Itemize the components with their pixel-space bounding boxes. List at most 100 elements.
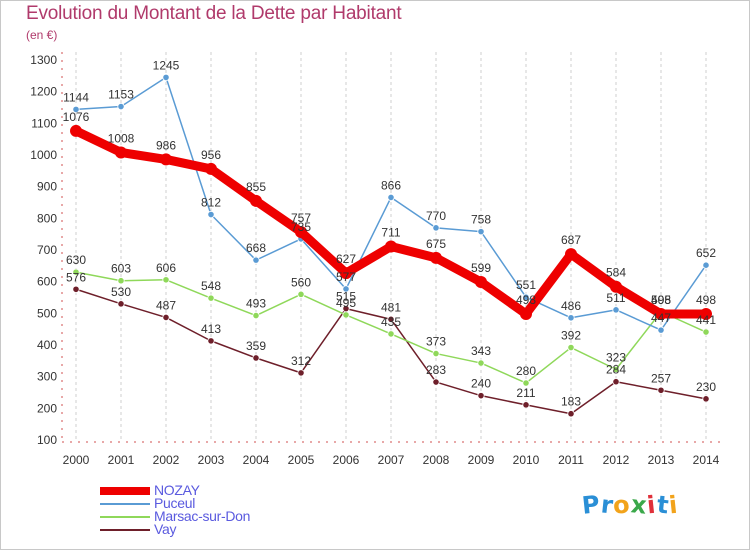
data-point-marsac-sur-don-2014 <box>702 328 710 336</box>
data-label-vay-2011: 183 <box>561 395 581 409</box>
data-point-vay-2007 <box>387 315 395 323</box>
data-label-nozay-2004: 855 <box>246 180 266 194</box>
data-point-vay-2004 <box>252 354 260 362</box>
data-point-marsac-sur-don-2000 <box>72 268 80 276</box>
data-point-marsac-sur-don-2011 <box>567 343 575 352</box>
data-label-vay-2000: 576 <box>66 270 86 284</box>
data-point-marsac-sur-don-2009 <box>477 359 485 367</box>
data-label-marsac-sur-don-2002: 606 <box>156 261 176 275</box>
x-tick-label-2009: 2009 <box>468 453 495 467</box>
chart-title: Evolution du Montant de la Dette par Hab… <box>26 3 402 24</box>
y-tick-label-500: 500 <box>37 306 57 320</box>
data-point-marsac-sur-don-2006 <box>342 311 350 319</box>
data-label-puceul-2011: 486 <box>561 299 581 313</box>
data-label-puceul-2010: 551 <box>516 278 536 292</box>
data-point-puceul-2006 <box>342 285 350 293</box>
data-point-marsac-sur-don-2002 <box>162 276 170 284</box>
data-label-nozay-2003: 956 <box>201 148 221 162</box>
data-point-puceul-2003 <box>207 210 215 219</box>
data-point-vay-2002 <box>162 313 170 322</box>
data-point-puceul-2009 <box>477 228 485 236</box>
data-point-nozay-2013 <box>655 307 667 320</box>
proxiti-logo: Proxiti <box>581 490 680 520</box>
data-point-nozay-2010 <box>520 307 532 320</box>
data-point-puceul-2008 <box>432 224 440 232</box>
chart-unit-label: (en €) <box>26 28 58 42</box>
y-tick-label-1300: 1300 <box>30 53 57 67</box>
data-label-puceul-2013: 447 <box>651 311 671 325</box>
data-point-marsac-sur-don-2004 <box>252 311 260 320</box>
data-label-marsac-sur-don-2001: 603 <box>111 262 131 276</box>
x-tick-label-2010: 2010 <box>513 453 540 467</box>
data-label-marsac-sur-don-2003: 548 <box>201 279 221 293</box>
data-point-nozay-2012 <box>610 280 622 293</box>
data-point-nozay-2007 <box>385 240 397 253</box>
data-point-puceul-2012 <box>612 306 620 314</box>
data-point-puceul-2000 <box>72 105 80 114</box>
y-tick-label-100: 100 <box>37 433 57 447</box>
data-label-marsac-sur-don-2000: 630 <box>66 253 86 267</box>
data-label-marsac-sur-don-2007: 435 <box>381 315 401 329</box>
data-point-puceul-2002 <box>162 73 170 82</box>
data-point-puceul-2001 <box>117 102 125 111</box>
legend-swatch <box>100 503 150 505</box>
y-tick-label-700: 700 <box>37 243 57 257</box>
data-point-nozay-2009 <box>475 275 487 288</box>
data-label-vay-2014: 230 <box>696 380 716 394</box>
data-point-vay-2014 <box>702 395 710 403</box>
data-label-vay-2010: 211 <box>516 386 535 400</box>
data-point-puceul-2013 <box>657 326 665 334</box>
data-label-puceul-2005: 735 <box>291 220 311 234</box>
data-point-nozay-2000 <box>70 124 82 137</box>
data-point-vay-2013 <box>657 386 665 394</box>
data-point-nozay-2002 <box>160 153 172 166</box>
data-label-marsac-sur-don-2004: 493 <box>246 297 266 311</box>
data-label-marsac-sur-don-2009: 343 <box>471 344 491 358</box>
y-tick-label-400: 400 <box>37 338 57 352</box>
data-label-marsac-sur-don-2011: 392 <box>561 329 581 343</box>
data-label-nozay-2009: 599 <box>471 261 491 275</box>
data-label-vay-2001: 530 <box>111 285 131 299</box>
data-label-marsac-sur-don-2006: 495 <box>336 296 356 310</box>
data-label-puceul-2003: 812 <box>201 196 221 210</box>
data-label-puceul-2002: 1245 <box>153 58 180 72</box>
data-label-nozay-2002: 986 <box>156 138 176 152</box>
data-point-marsac-sur-don-2008 <box>432 349 440 358</box>
legend-label: Puceul <box>154 495 196 511</box>
data-point-nozay-2006 <box>340 267 352 280</box>
data-label-nozay-2010: 498 <box>516 293 536 307</box>
data-point-vay-2009 <box>477 392 485 400</box>
data-label-vay-2003: 413 <box>201 322 221 336</box>
data-label-nozay-2013: 498 <box>651 293 671 307</box>
data-point-vay-2005 <box>297 369 305 377</box>
data-point-puceul-2010 <box>522 293 530 301</box>
legend-item-vay: Vay <box>100 521 360 537</box>
data-point-vay-2010 <box>522 401 530 409</box>
data-label-nozay-2014: 498 <box>696 293 716 307</box>
data-point-nozay-2004 <box>250 194 262 207</box>
data-label-puceul-2006: 577 <box>336 270 356 284</box>
data-label-puceul-2008: 770 <box>426 209 446 223</box>
x-tick-label-2008: 2008 <box>423 453 450 467</box>
data-label-nozay-2012: 584 <box>606 266 626 280</box>
data-label-puceul-2012: 511 <box>606 291 625 305</box>
x-tick-label-2001: 2001 <box>108 453 135 467</box>
data-label-marsac-sur-don-2008: 373 <box>426 335 446 349</box>
x-tick-label-2012: 2012 <box>603 453 630 467</box>
data-point-vay-2008 <box>432 378 440 386</box>
data-point-nozay-2008 <box>430 251 442 264</box>
y-tick-label-1000: 1000 <box>30 148 57 162</box>
legend-label: Marsac-sur-Don <box>154 508 251 524</box>
y-tick-label-300: 300 <box>37 370 57 384</box>
legend-swatch <box>100 487 150 495</box>
data-label-puceul-2014: 652 <box>696 246 716 260</box>
legend-label: NOZAY <box>154 482 200 498</box>
data-label-vay-2012: 284 <box>606 363 626 377</box>
x-tick-label-2000: 2000 <box>63 453 90 467</box>
data-point-puceul-2011 <box>567 314 575 322</box>
data-point-vay-2003 <box>207 337 215 345</box>
y-tick-label-600: 600 <box>37 275 57 289</box>
logo-letter: i <box>667 490 680 520</box>
y-tick-label-900: 900 <box>37 180 57 194</box>
